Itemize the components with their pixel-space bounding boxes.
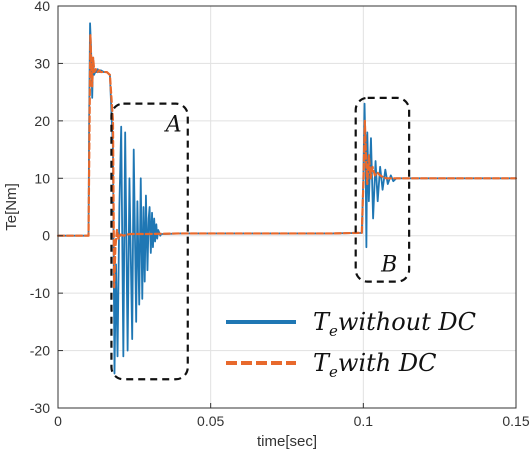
y-tick-label: 0 [42,228,50,244]
legend-subscript-0: e [329,322,338,340]
x-axis-label: time[sec] [257,433,317,450]
series-line-with-dc [56,33,518,289]
y-tick-label: 20 [34,113,50,129]
legend-symbol-1: T [313,349,331,377]
x-tick-label: 0.05 [197,413,224,429]
y-tick-label: -10 [30,285,50,301]
legend-label-with-dc: Tewith DC [313,349,436,381]
tick-labels: 0 0.05 0.1 0.15 -30 -20 -10 0 10 20 30 40 [30,0,530,429]
x-tick-label: 0.1 [354,413,374,429]
legend-symbol-0: T [313,308,331,336]
plot-frame [57,5,517,409]
annotation-boxes: AB [110,96,411,381]
annotation-label-b: B [380,253,397,278]
series-lines [56,22,518,375]
y-tick-label: -20 [30,343,50,359]
y-tick-label: -30 [30,400,50,416]
y-tick-label: 30 [34,55,50,71]
legend-label-without-dc: Tewithout DC [313,308,476,340]
legend-text-1-main: with DC [338,349,437,377]
legend: Tewithout DC Tewith DC [226,308,476,381]
y-tick-label: 10 [34,170,50,186]
legend-subscript-1: e [329,363,338,381]
x-tick-label: 0.15 [502,413,529,429]
legend-text-0-main: without DC [338,308,476,336]
y-tick-label: 40 [34,0,50,14]
x-tick-label: 0 [54,413,62,429]
annotation-box-a [110,102,189,381]
y-axis-label: Te[Nm] [3,183,20,231]
annotation-label-a: A [164,113,182,138]
annotation-box-b [354,96,411,283]
